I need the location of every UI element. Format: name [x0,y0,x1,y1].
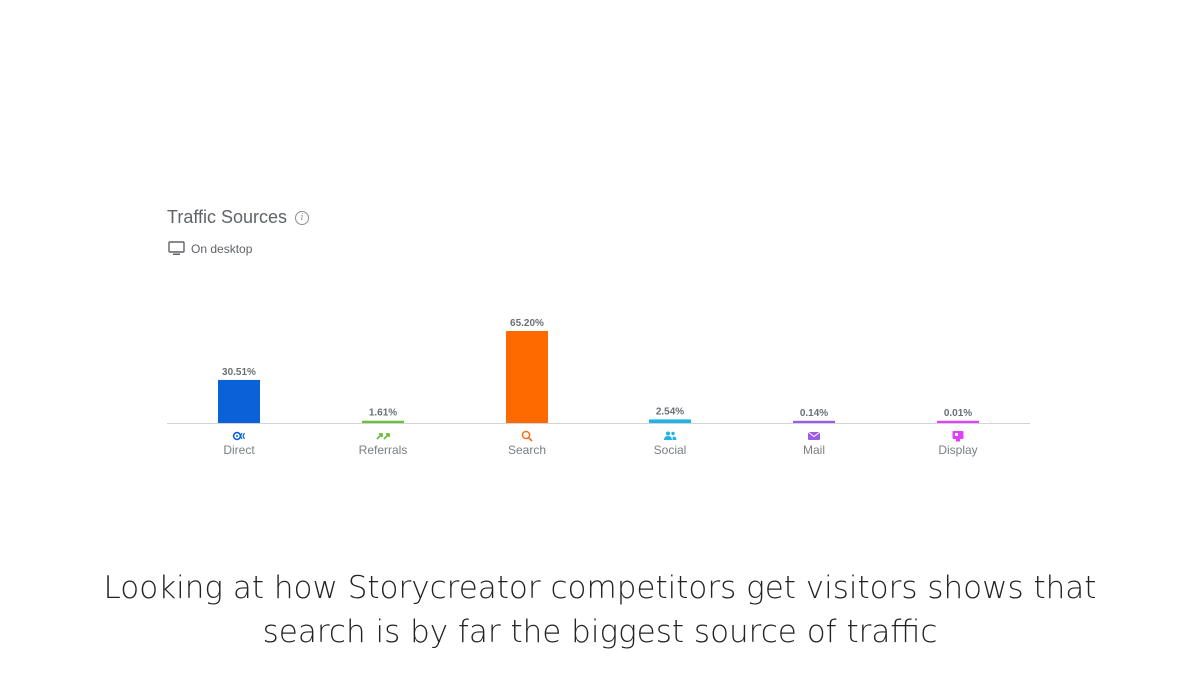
tick-label-referrals: Referrals [359,443,408,457]
referrals-icon [376,433,390,440]
caption-text: Looking at how Storycreator competitors … [103,570,1097,650]
chart-title: Traffic Sources [167,207,288,227]
bar-direct[interactable] [218,379,260,423]
bar-referrals[interactable] [362,420,404,423]
data-label-mail: 0.14% [800,408,828,419]
data-label-social: 2.54% [656,406,684,417]
bar-social[interactable] [649,419,691,423]
display-icon [952,431,964,442]
info-icon[interactable]: i [295,210,310,225]
tick-label-direct: Direct [223,443,255,457]
data-label-search: 65.20% [510,318,544,329]
tick-label-display: Display [938,443,977,457]
tick-label-social: Social [654,443,687,457]
desktop-monitor-icon [168,241,185,255]
data-label-direct: 30.51% [222,367,256,378]
data-label-referrals: 1.61% [369,408,397,419]
bar-display[interactable] [937,420,979,423]
bar-mail[interactable] [793,420,835,423]
traffic-sources-chart: 30.51% Direct 1.61% Referrals 65.20% Search 2.… [167,318,1030,457]
device-indicator: On desktop [168,241,252,256]
social-icon [664,431,677,440]
bar-search[interactable] [506,331,548,423]
data-label-display: 0.01% [944,408,972,419]
direct-icon [232,431,246,441]
chart-header: Traffic Sources i [167,207,310,228]
tick-label-mail: Mail [803,443,825,457]
search-icon [521,430,533,442]
device-label: On desktop [191,241,253,256]
mail-icon [807,431,821,440]
tick-label-search: Search [508,443,546,457]
